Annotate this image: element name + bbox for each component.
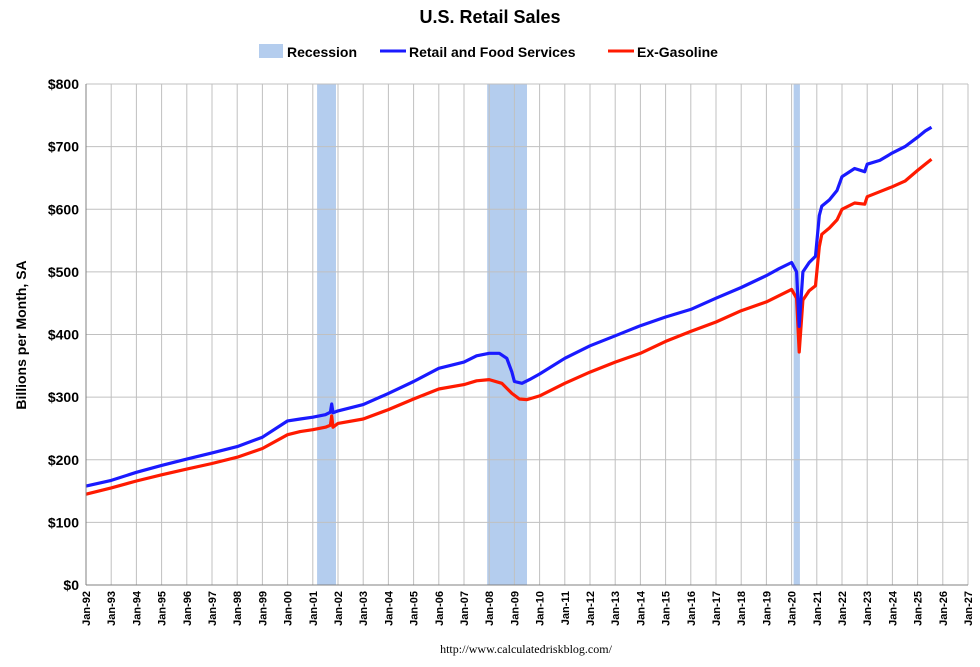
x-tick-label: Jan-14 [635, 590, 647, 626]
x-tick-label: Jan-12 [585, 591, 597, 626]
y-tick-label: $400 [48, 327, 79, 343]
legend: Recession Retail and Food Services Ex-Ga… [259, 44, 718, 60]
x-tick-label: Jan-15 [661, 591, 673, 626]
x-tick-label: Jan-08 [484, 591, 496, 626]
series [85, 125, 933, 496]
x-tick-label: Jan-02 [333, 591, 345, 626]
x-tick-label: Jan-94 [131, 590, 143, 626]
x-tick-label: Jan-17 [711, 591, 723, 626]
x-tick-label: Jan-25 [913, 591, 925, 626]
legend-label-recession: Recession [287, 44, 357, 60]
x-tick-label: Jan-95 [157, 591, 169, 626]
x-tick-label: Jan-93 [106, 591, 118, 626]
x-tick-label: Jan-11 [560, 591, 572, 625]
x-tick-label: Jan-13 [610, 591, 622, 626]
x-tick-label: Jan-92 [81, 591, 93, 626]
x-tick-labels: Jan-92 Jan-93 Jan-94 Jan-95 Jan-96 Jan-97 Jan-… [81, 590, 975, 626]
x-tick-label: Jan-07 [459, 591, 471, 626]
x-tick-label: Jan-09 [509, 591, 521, 626]
x-tick-label: Jan-04 [383, 590, 395, 626]
x-tick-label: Jan-01 [308, 591, 320, 626]
y-tick-labels: $0 $100 $200 $300 $400 $500 $600 $700 $800 [48, 76, 79, 593]
x-tick-label: Jan-99 [257, 591, 269, 626]
x-tick-label: Jan-05 [409, 591, 421, 626]
series-line-exgas [85, 157, 933, 496]
x-tick-label: Jan-22 [837, 591, 849, 626]
y-tick-label: $700 [48, 139, 79, 155]
axes [85, 84, 968, 586]
y-axis-label: Billions per Month, SA [13, 260, 29, 409]
x-tick-label: Jan-96 [182, 591, 194, 626]
y-tick-label: $600 [48, 201, 79, 217]
source-url: http://www.calculatedriskblog.com/ [440, 642, 613, 656]
x-tick-label: Jan-97 [207, 591, 219, 626]
legend-label-retail: Retail and Food Services [409, 44, 576, 60]
series-line-retail [85, 125, 933, 488]
x-tick-label: Jan-10 [535, 591, 547, 626]
y-tick-label: $100 [48, 514, 79, 530]
y-tick-label: $300 [48, 389, 79, 405]
chart-title: U.S. Retail Sales [419, 7, 560, 27]
x-tick-label: Jan-20 [787, 591, 799, 626]
x-tick-label: Jan-19 [761, 591, 773, 626]
x-tick-label: Jan-98 [232, 591, 244, 626]
x-tick-label: Jan-16 [686, 591, 698, 626]
y-tick-label: $200 [48, 452, 79, 468]
x-tick-label: Jan-26 [938, 591, 950, 626]
x-tick-label: Jan-27 [963, 591, 975, 626]
x-tick-label: Jan-21 [812, 591, 824, 626]
x-tick-label: Jan-24 [887, 590, 899, 626]
x-tick-label: Jan-23 [862, 591, 874, 626]
y-tick-label: $0 [63, 577, 79, 593]
x-tick-label: Jan-00 [283, 591, 295, 626]
y-tick-label: $500 [48, 264, 79, 280]
x-tick-label: Jan-06 [434, 591, 446, 626]
x-tick-label: Jan-03 [358, 591, 370, 626]
legend-label-exgas: Ex-Gasoline [637, 44, 718, 60]
x-tick-label: Jan-18 [736, 591, 748, 626]
legend-swatch-recession [259, 44, 283, 58]
y-tick-label: $800 [48, 76, 79, 92]
